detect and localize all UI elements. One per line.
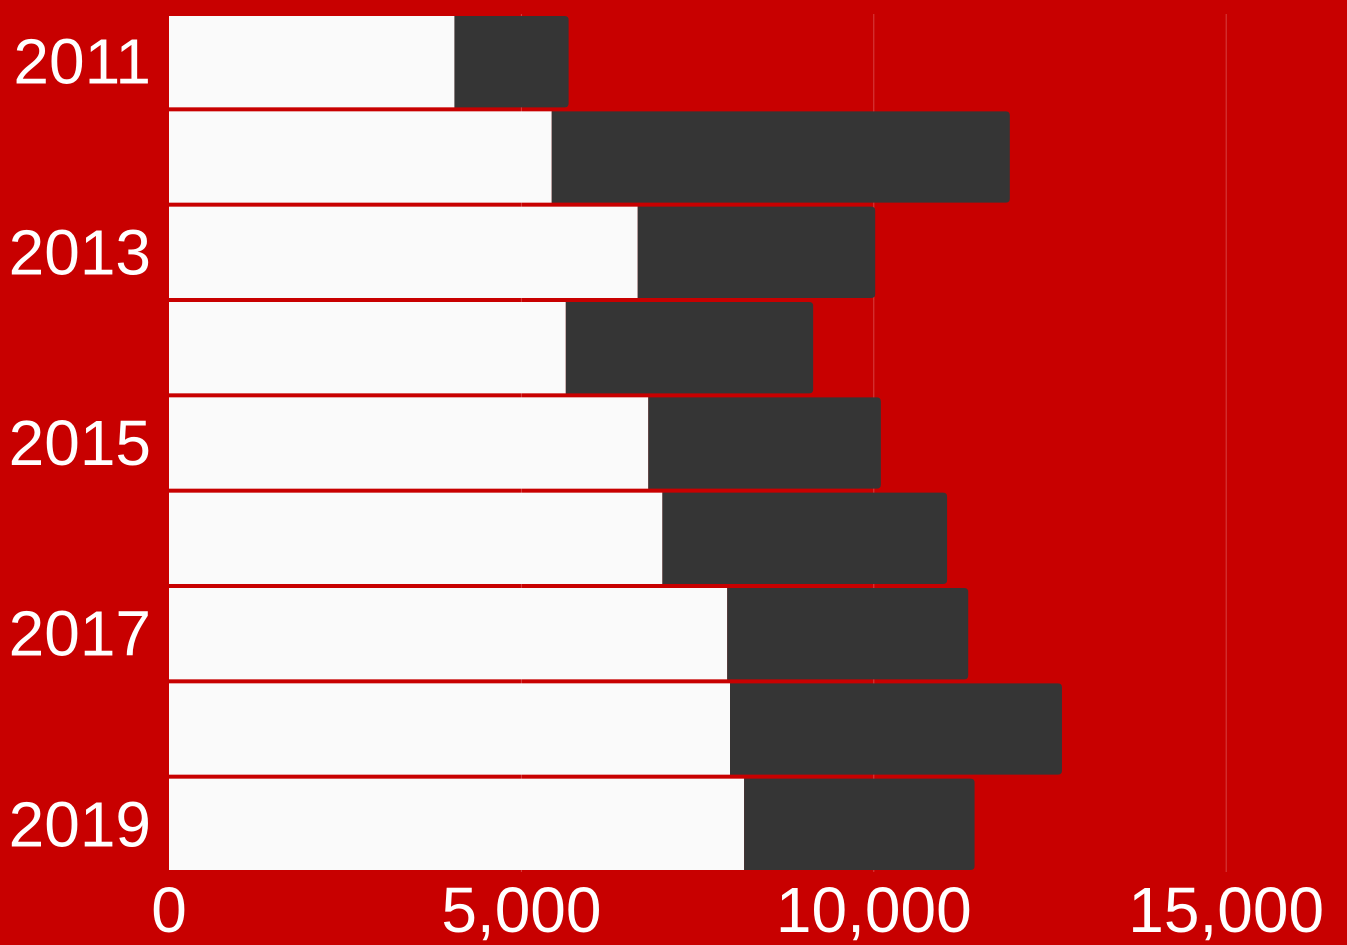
y-axis-tick-labels: 2011 2013 2015 2017 2019 — [9, 26, 151, 861]
bar-2015-segment-1 — [169, 397, 649, 489]
x-tick-label-1: 5,000 — [441, 874, 601, 945]
bar-2019-segment-2 — [744, 778, 975, 870]
bars — [169, 16, 1062, 870]
x-tick-label-3: 15,000 — [1128, 874, 1324, 945]
bar-2018-segment-1 — [169, 683, 731, 775]
bar-2011-segment-2 — [454, 16, 569, 108]
y-tick-label-2011: 2011 — [13, 26, 151, 98]
x-axis-tick-labels: 0 5,000 10,000 15,000 — [151, 874, 1324, 945]
bar-2017-segment-2 — [727, 588, 969, 680]
bar-2013-segment-2 — [637, 206, 876, 298]
y-tick-label-2015: 2015 — [9, 407, 151, 479]
bar-2014-segment-1 — [169, 302, 566, 394]
y-tick-label-2013: 2013 — [9, 216, 151, 288]
bar-2014-segment-2 — [565, 302, 814, 394]
x-tick-label-0: 0 — [151, 874, 187, 945]
bar-2016-segment-1 — [169, 492, 663, 584]
x-tick-label-2: 10,000 — [776, 874, 972, 945]
bar-2013-segment-1 — [169, 206, 638, 298]
bar-2016-segment-2 — [662, 492, 948, 584]
bar-2018-segment-2 — [730, 683, 1062, 775]
y-tick-label-2019: 2019 — [9, 788, 151, 860]
bar-2015-segment-2 — [648, 397, 881, 489]
bar-2017-segment-1 — [169, 588, 728, 680]
bar-2012-segment-2 — [551, 111, 1010, 203]
bar-2011-segment-1 — [169, 16, 455, 108]
bar-2019-segment-1 — [169, 778, 745, 870]
y-tick-label-2017: 2017 — [9, 598, 151, 670]
bar-2012-segment-1 — [169, 111, 552, 203]
